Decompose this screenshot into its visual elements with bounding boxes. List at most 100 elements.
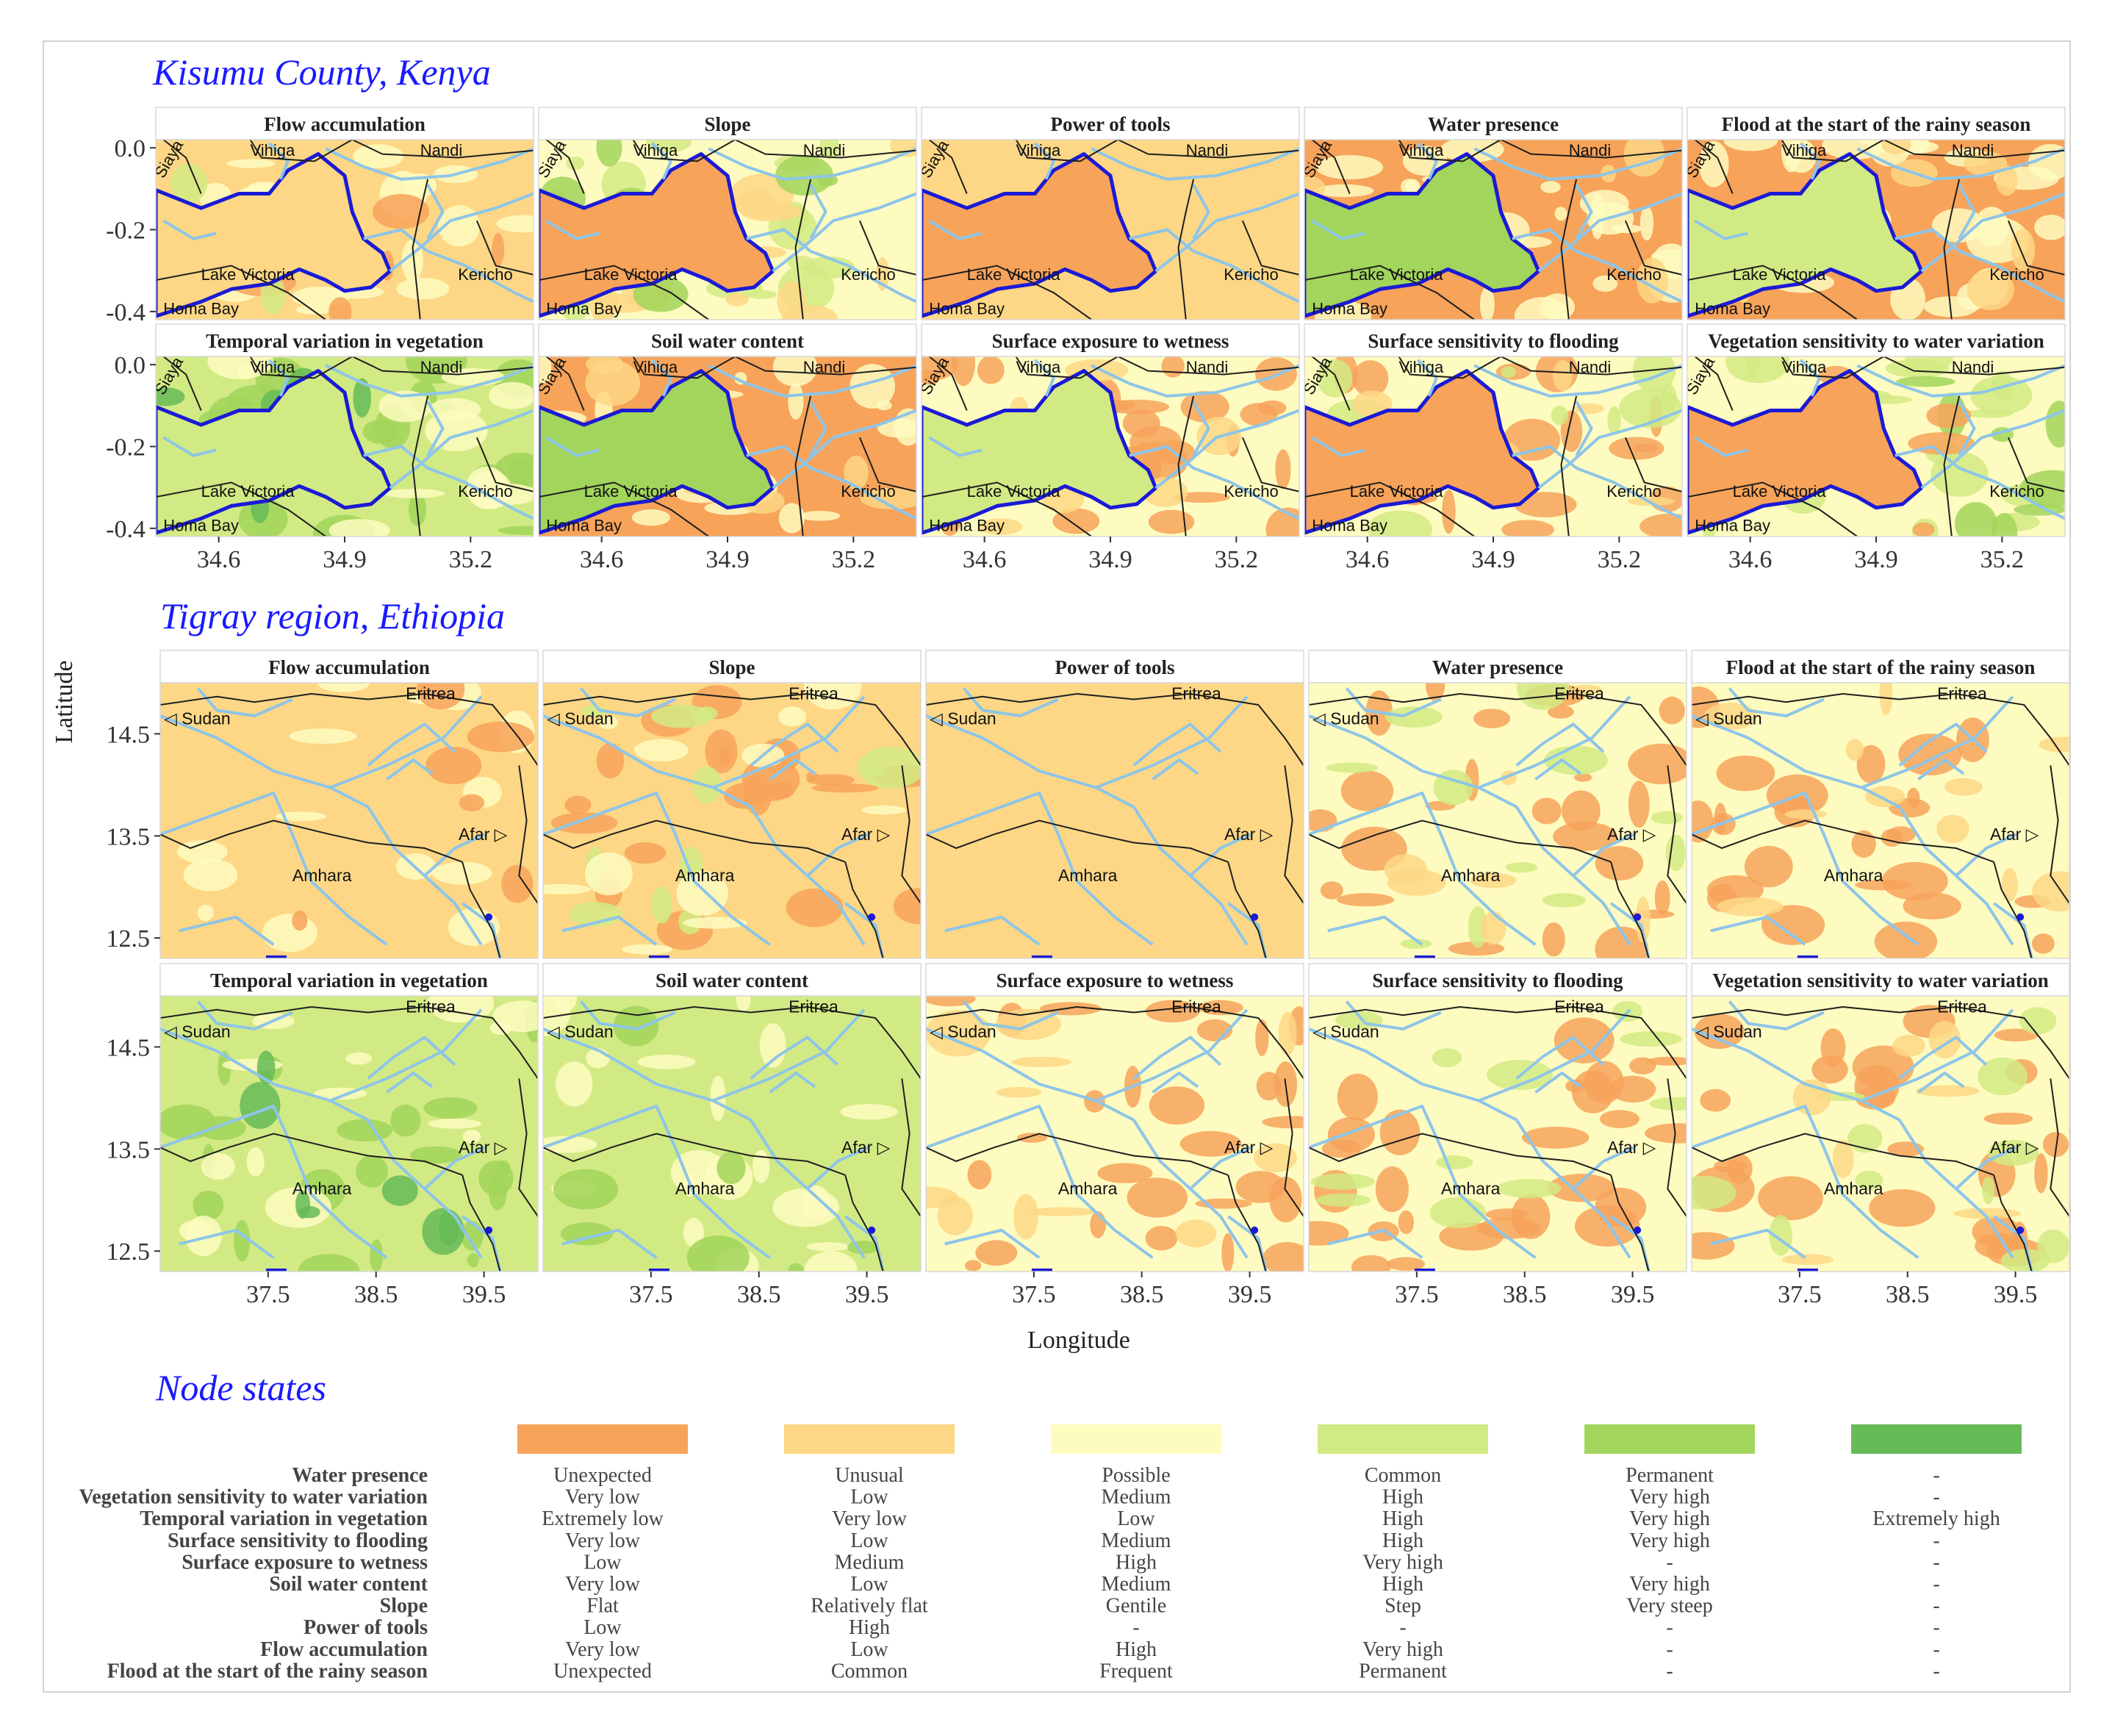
raster-patch	[1982, 1176, 1995, 1205]
river	[750, 1036, 839, 1080]
x-tick-label: 37.5	[629, 1281, 673, 1308]
raster-patch	[381, 1175, 418, 1206]
river	[1692, 792, 1919, 946]
raster-patch	[1379, 1109, 1421, 1156]
raster-patch	[1628, 781, 1650, 828]
legend-state-value: -	[1933, 1660, 1939, 1682]
map-panel: Power of tools Eritrea ◁ Sudan Afar ▷ Amhara	[925, 650, 1304, 959]
label-homa-bay: Homa Bay	[546, 300, 622, 318]
lake-victoria-shoreline	[922, 152, 1158, 318]
raster-patch	[1337, 1073, 1378, 1121]
raster-patch	[772, 356, 818, 387]
admin-border	[1311, 356, 1351, 411]
panel-title-strip	[921, 323, 1300, 357]
panel-title: Vegetation sensitivity to water variatio…	[1708, 330, 2044, 352]
raster-patch	[2000, 1249, 2050, 1271]
raster-patch	[1723, 140, 1778, 151]
raster-patch	[1548, 705, 1574, 719]
raster-patch	[289, 728, 357, 744]
label-kericho: Kericho	[1989, 482, 2044, 501]
river	[1473, 364, 1682, 398]
map-area: Eritrea ◁ Sudan Afar ▷ Amhara	[543, 683, 921, 958]
admin-border	[1781, 140, 1884, 162]
admin-border	[1883, 140, 2065, 159]
river	[363, 445, 534, 520]
river	[750, 722, 839, 767]
raster-patch	[1978, 1057, 2028, 1096]
river	[1309, 1105, 1537, 1259]
raster-patch	[1262, 1242, 1304, 1271]
legend-state-value: Permanent	[1359, 1660, 1447, 1682]
label-vihiga: Vihiga	[1399, 141, 1445, 159]
raster-patch	[926, 996, 976, 1007]
legend-state-value: -	[1666, 1616, 1673, 1639]
river	[746, 445, 916, 520]
river	[962, 687, 1059, 717]
legend-state-value: Low	[850, 1529, 888, 1552]
label-kericho: Kericho	[1989, 265, 2044, 284]
raster-patch	[345, 1052, 373, 1065]
label-homa-bay: Homa Bay	[163, 517, 239, 535]
admin-border	[1284, 765, 1304, 904]
river	[1154, 409, 1299, 489]
label-vihiga: Vihiga	[633, 358, 679, 376]
map-panel: Vegetation sensitivity to water variatio…	[1691, 963, 2070, 1308]
legend-state-value: -	[1933, 1638, 1939, 1661]
raster-patch	[492, 1000, 538, 1032]
raster-patch	[564, 795, 592, 814]
x-tick-label: 34.6	[580, 546, 624, 573]
legend-state-value: Very low	[565, 1638, 641, 1661]
raster-patch	[1161, 356, 1185, 378]
river	[1898, 1036, 1988, 1080]
legend-state-value: Low	[850, 1573, 888, 1596]
raster-patch	[1275, 449, 1291, 489]
legend-state-value: Very high	[1629, 1507, 1710, 1530]
raster-patch	[1649, 1097, 1687, 1111]
river	[1694, 219, 1748, 240]
raster-patch	[432, 861, 492, 885]
admin-border	[1398, 140, 1501, 162]
legend-state-value: Very high	[1629, 1486, 1710, 1509]
label-afar: Afar ▷	[1224, 825, 1274, 844]
river	[426, 401, 445, 456]
raster-patch	[1692, 1232, 1735, 1260]
raster-patch	[207, 356, 273, 380]
x-tick-label: 38.5	[1503, 1281, 1547, 1308]
raster-patch	[1595, 926, 1648, 958]
raster-patch	[197, 905, 214, 921]
admin-border	[1398, 356, 1501, 379]
river	[579, 1000, 676, 1030]
raster-patch	[1892, 1035, 1925, 1057]
map-border	[159, 682, 539, 959]
raster-patch	[1432, 1048, 1462, 1068]
raster-patch	[1013, 1194, 1038, 1240]
river	[962, 1000, 1059, 1030]
x-tick-label: 38.5	[737, 1281, 781, 1308]
x-tick-label: 34.6	[1728, 546, 1773, 573]
river	[1345, 687, 1442, 717]
raster-patch	[596, 743, 625, 779]
admin-border	[928, 356, 968, 411]
raster-patch	[1367, 510, 1433, 537]
raster-patch	[1700, 1088, 1731, 1112]
legend-state-value: -	[1132, 1616, 1139, 1639]
raster-patch	[492, 232, 505, 266]
raster-patch	[1052, 508, 1100, 534]
raster-patch	[1501, 366, 1516, 378]
raster-patch	[1609, 437, 1664, 460]
admin-border	[1781, 356, 1884, 379]
raster-patch	[467, 721, 535, 753]
legend-row-label: Temporal variation in vegetation	[140, 1507, 428, 1530]
river	[1537, 192, 1682, 273]
raster-patch	[353, 378, 372, 417]
label-sudan: ◁ Sudan	[164, 1022, 231, 1041]
admin-border	[1015, 140, 1118, 162]
raster-patch	[622, 944, 672, 955]
raster-patch	[844, 455, 869, 490]
raster-patch	[744, 773, 772, 816]
label-lake-victoria: Lake Victoria	[1733, 482, 1827, 501]
map-border	[925, 682, 1304, 959]
admin-border	[1624, 437, 1682, 492]
raster-patch	[1660, 384, 1677, 413]
